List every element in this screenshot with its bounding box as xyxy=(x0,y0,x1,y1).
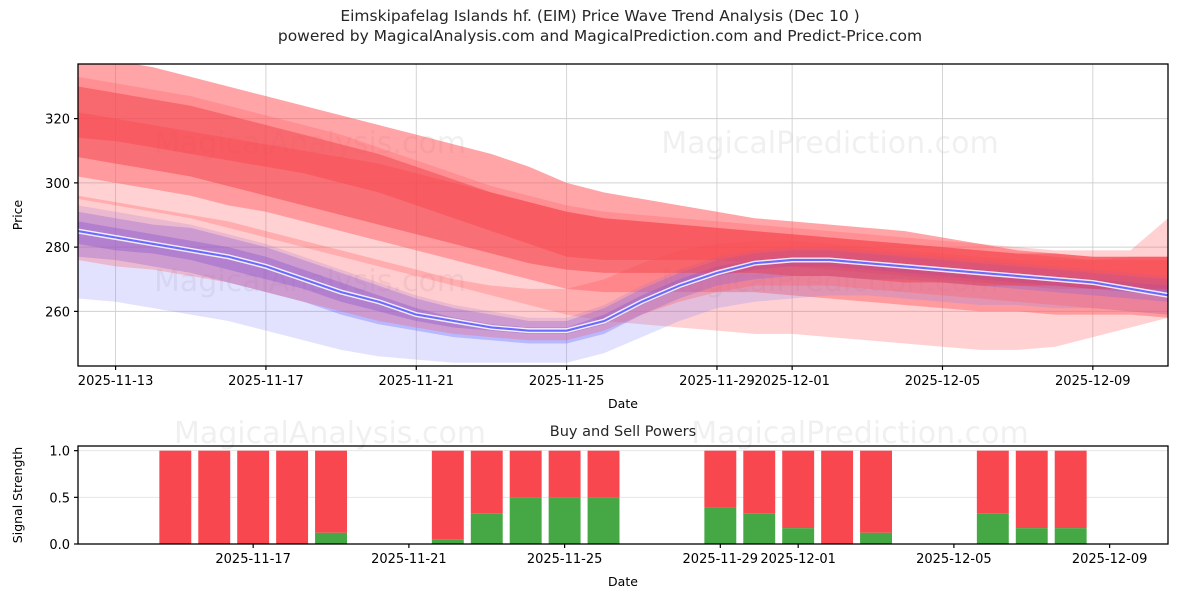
x-tick-label: 2025-12-01 xyxy=(754,374,830,389)
y-tick-label: 0.0 xyxy=(49,538,70,553)
price-band-red-outer-upper xyxy=(78,64,1168,293)
y-tick-label: 0.5 xyxy=(49,491,70,506)
bar-segment-buy[interactable] xyxy=(315,532,347,544)
plot-border xyxy=(77,445,1169,545)
x-tick-label: 2025-12-09 xyxy=(1055,374,1131,389)
y-tick-label: 1.0 xyxy=(49,445,70,460)
bar-chart-title: Buy and Sell Powers xyxy=(550,424,696,440)
bar-segment-buy[interactable] xyxy=(743,513,776,544)
y-axis-label: Price xyxy=(10,199,25,230)
bar-segment-sell[interactable] xyxy=(237,450,270,544)
bar-segment-sell[interactable] xyxy=(821,450,854,544)
bar-segment-buy[interactable] xyxy=(976,513,1009,544)
bar-segment-sell[interactable] xyxy=(276,450,309,544)
bar-segment-sell[interactable] xyxy=(976,450,1009,514)
bar-segment-sell[interactable] xyxy=(860,450,892,533)
x-tick-label: 2025-12-05 xyxy=(905,374,981,389)
page-title: Eimskipafelag Islands hf. (EIM) Price Wa… xyxy=(340,7,860,25)
y-tick-label: 280 xyxy=(45,241,70,256)
bar-segment-sell[interactable] xyxy=(1015,450,1048,529)
bar-segment-sell[interactable] xyxy=(431,450,464,540)
x-tick-label: 2025-11-25 xyxy=(527,552,603,567)
bar-segment-buy[interactable] xyxy=(782,528,815,544)
plot-border xyxy=(77,63,1169,367)
watermark-group: MagicalAnalysis.com MagicalPrediction.com xyxy=(174,416,1029,451)
y-tick-label: 320 xyxy=(45,113,70,128)
bar-segment-sell[interactable] xyxy=(743,450,776,514)
page-subtitle: powered by MagicalAnalysis.com and Magic… xyxy=(277,27,923,45)
bar-segment-buy[interactable] xyxy=(704,507,737,544)
price-trend-line xyxy=(78,230,1168,332)
bars-group xyxy=(159,450,1087,544)
x-tick-label: 2025-11-29 xyxy=(683,552,759,567)
x-axis: 2025-11-13 2025-11-17 2025-11-21 2025-11-25… xyxy=(78,366,1131,389)
bar-segment-sell[interactable] xyxy=(509,450,542,498)
bar-segment-sell[interactable] xyxy=(548,450,581,498)
price-band-red-lower-band xyxy=(78,195,1168,341)
x-tick-label: 2025-11-25 xyxy=(529,374,605,389)
bar-segment-sell[interactable] xyxy=(587,450,620,498)
bar-segment-buy[interactable] xyxy=(860,532,892,544)
bar-segment-buy[interactable] xyxy=(587,497,620,544)
price-wave-chart: MagicalAnalysis.comMagicalPrediction.com… xyxy=(10,63,1169,411)
x-tick-label: 2025-11-13 xyxy=(78,374,154,389)
bar-segment-sell[interactable] xyxy=(1054,450,1087,529)
bar-segment-buy[interactable] xyxy=(1054,528,1087,544)
x-tick-label: 2025-12-05 xyxy=(916,552,992,567)
price-band-blue-mid-band xyxy=(78,211,1168,344)
y-axis: 260 280 300 320 xyxy=(45,113,78,320)
bar-segment-buy[interactable] xyxy=(509,497,542,544)
bar-segment-sell[interactable] xyxy=(470,450,503,514)
x-tick-label: 2025-12-01 xyxy=(760,552,836,567)
price-band-blue-broad-band xyxy=(78,205,1168,363)
price-band-red-broad-band xyxy=(78,76,1168,350)
watermark-text: MagicalPrediction.com xyxy=(691,416,1029,451)
x-tick-label: 2025-11-21 xyxy=(378,374,454,389)
bar-segment-sell[interactable] xyxy=(198,450,231,544)
bar-segment-buy[interactable] xyxy=(431,539,464,544)
bar-segment-sell[interactable] xyxy=(159,450,192,544)
bar-segment-sell[interactable] xyxy=(315,450,347,533)
x-tick-label: 2025-12-09 xyxy=(1072,552,1148,567)
x-axis-label: Date xyxy=(608,574,638,589)
bar-segment-buy[interactable] xyxy=(470,513,503,544)
x-tick-label: 2025-11-17 xyxy=(228,374,304,389)
price-band-red-dark-overlay xyxy=(78,86,1168,289)
bar-segment-buy[interactable] xyxy=(548,497,581,544)
y-axis-label: Signal Strength xyxy=(10,447,25,543)
y-axis: 0.0 0.5 1.0 xyxy=(49,445,78,553)
title-block: Eimskipafelag Islands hf. (EIM) Price Wa… xyxy=(0,6,1200,46)
y-tick-label: 260 xyxy=(45,305,70,320)
bar-segment-buy[interactable] xyxy=(1015,528,1048,544)
y-tick-label: 300 xyxy=(45,177,70,192)
x-tick-label: 2025-11-21 xyxy=(371,552,447,567)
watermark-text: MagicalPrediction.com xyxy=(661,126,999,161)
series-group xyxy=(78,64,1168,363)
x-axis-label: Date xyxy=(608,396,638,411)
watermark-text: MagicalAnalysis.com xyxy=(174,416,486,451)
x-tick-label: 2025-11-29 xyxy=(679,374,755,389)
x-tick-label: 2025-11-17 xyxy=(215,552,291,567)
x-axis: 2025-11-17 2025-11-21 2025-11-25 2025-11-29… xyxy=(215,544,1147,567)
bar-segment-sell[interactable] xyxy=(704,450,737,508)
bar-segment-sell[interactable] xyxy=(782,450,815,529)
